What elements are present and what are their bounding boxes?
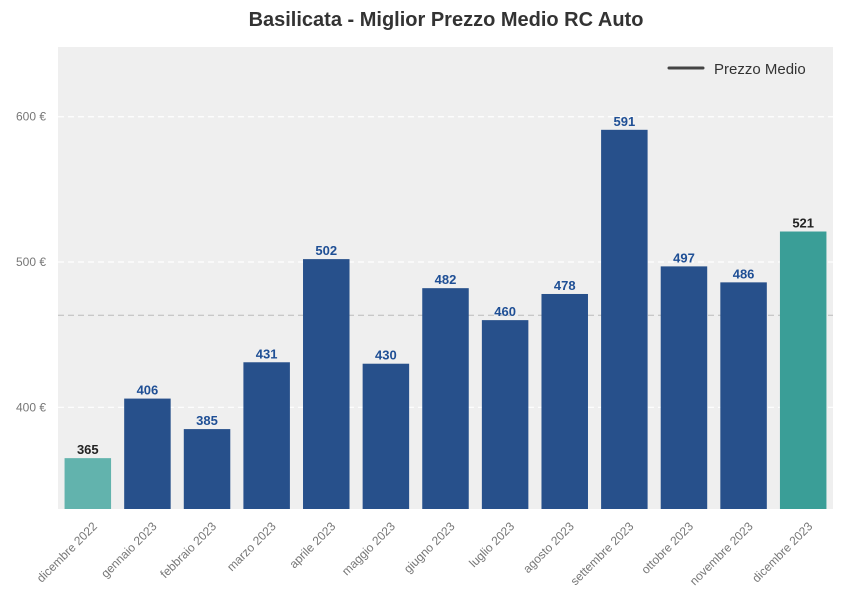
data-label-11: 497 xyxy=(673,250,695,265)
x-tick-label-8: luglio 2023 xyxy=(466,519,517,570)
data-label-12: 486 xyxy=(733,266,755,281)
x-tick-label-5: aprile 2023 xyxy=(286,519,338,571)
legend-label: Prezzo Medio xyxy=(714,61,806,78)
bar-1 xyxy=(64,458,112,509)
bar-4 xyxy=(243,362,290,509)
data-label-6: 430 xyxy=(375,348,397,363)
data-label-8: 460 xyxy=(494,304,516,319)
y-tick-label: 400 € xyxy=(16,400,46,414)
x-tick-label-4: marzo 2023 xyxy=(224,519,279,574)
bar-6 xyxy=(362,363,410,509)
x-tick-label-12: novembre 2023 xyxy=(687,519,756,588)
bar-12 xyxy=(720,282,767,509)
x-tick-label-2: gennaio 2023 xyxy=(98,519,160,581)
legend: Prezzo Medio xyxy=(667,61,806,78)
bar-3 xyxy=(183,429,231,509)
x-tick-label-9: agosto 2023 xyxy=(520,519,577,576)
data-label-5: 502 xyxy=(315,243,337,258)
x-tick-label-11: ottobre 2023 xyxy=(639,519,697,577)
data-label-9: 478 xyxy=(554,278,576,293)
bar-8 xyxy=(481,320,529,509)
data-label-7: 482 xyxy=(435,272,457,287)
bars xyxy=(64,129,827,509)
data-label-1: 365 xyxy=(77,442,99,457)
data-label-2: 406 xyxy=(137,383,159,398)
y-axis-ticks: 400 € 500 € 600 € xyxy=(16,110,46,415)
bar-11 xyxy=(660,266,708,509)
data-labels: 365 406 385 431 502 430 482 460 478 591 497 486 521 xyxy=(77,114,814,457)
bar-2 xyxy=(124,398,171,509)
x-tick-label-10: settembre 2023 xyxy=(568,519,637,588)
data-label-13: 521 xyxy=(792,216,814,231)
bar-10 xyxy=(601,129,648,509)
y-tick-label: 500 € xyxy=(16,255,46,269)
bar-5 xyxy=(303,259,350,509)
data-label-3: 385 xyxy=(196,413,218,428)
chart-title: Basilicata - Miglior Prezzo Medio RC Aut… xyxy=(249,9,644,31)
bar-9 xyxy=(541,293,588,509)
bar-7 xyxy=(422,288,469,509)
x-tick-label-13: dicembre 2023 xyxy=(749,519,815,585)
data-label-10: 591 xyxy=(613,114,635,129)
x-tick-label-6: maggio 2023 xyxy=(339,519,398,578)
x-tick-label-7: giugno 2023 xyxy=(401,519,458,576)
x-tick-label-3: febbraio 2023 xyxy=(157,519,219,581)
y-tick-label: 600 € xyxy=(16,110,46,124)
bar-13 xyxy=(779,231,827,509)
data-label-4: 431 xyxy=(256,346,278,361)
x-tick-label-1: dicembre 2022 xyxy=(34,519,100,585)
